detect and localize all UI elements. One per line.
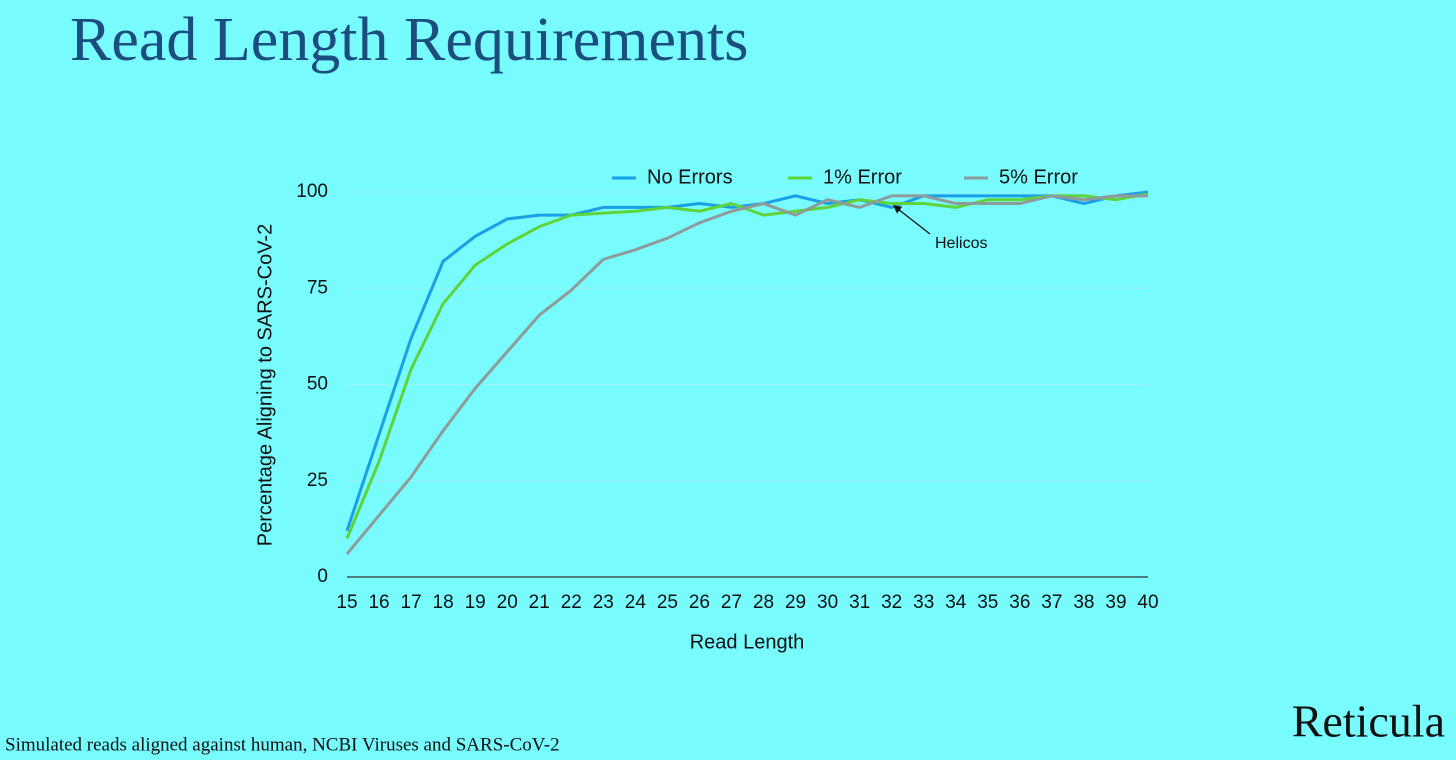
x-tick-label: 33	[913, 592, 934, 613]
legend-label: No Errors	[647, 166, 733, 188]
x-tick-label: 26	[689, 592, 710, 613]
x-tick-label: 23	[593, 592, 614, 613]
x-tick-label: 39	[1105, 592, 1126, 613]
x-axis-label: Read Length	[690, 631, 805, 653]
y-tick-label: 50	[307, 374, 328, 395]
x-tick-label: 27	[721, 592, 742, 613]
x-tick-label: 22	[561, 592, 582, 613]
x-tick-label: 28	[753, 592, 774, 613]
y-tick-label: 0	[317, 566, 328, 587]
x-tick-label: 15	[336, 592, 357, 613]
x-tick-label: 24	[625, 592, 647, 613]
legend-label: 5% Error	[999, 166, 1078, 188]
x-tick-label: 25	[657, 592, 678, 613]
data-line	[345, 190, 1149, 532]
y-tick-label: 25	[307, 470, 328, 491]
x-tick-label: 40	[1137, 592, 1158, 613]
x-tick-label: 35	[977, 592, 998, 613]
data-line	[345, 192, 1149, 540]
y-tick-label: 100	[296, 181, 328, 202]
x-tick-label: 38	[1073, 592, 1094, 613]
x-tick-label: 20	[497, 592, 518, 613]
data-line	[345, 194, 1148, 555]
x-tick-label: 31	[849, 592, 870, 613]
x-tick-label: 18	[433, 592, 454, 613]
x-tick-label: 30	[817, 592, 838, 613]
x-tick-label: 29	[785, 592, 806, 613]
x-tick-label: 19	[465, 592, 486, 613]
legend-label: 1% Error	[823, 166, 902, 188]
y-tick-label: 75	[307, 277, 328, 298]
x-tick-label: 34	[945, 592, 967, 613]
x-tick-label: 36	[1009, 592, 1030, 613]
x-tick-label: 37	[1041, 592, 1062, 613]
x-tick-label: 21	[529, 592, 550, 613]
annotation-label: Helicos	[935, 235, 987, 252]
x-tick-label: 16	[368, 592, 389, 613]
x-tick-label: 17	[401, 592, 422, 613]
slide-title: Read Length Requirements	[70, 6, 748, 74]
x-tick-label: 32	[881, 592, 902, 613]
annotation-arrow	[893, 205, 931, 235]
y-axis-label: Percentage Aligning to SARS-CoV-2	[254, 224, 276, 546]
footer-note: Simulated reads aligned against human, N…	[5, 734, 560, 755]
brand: Reticula	[1292, 696, 1445, 747]
